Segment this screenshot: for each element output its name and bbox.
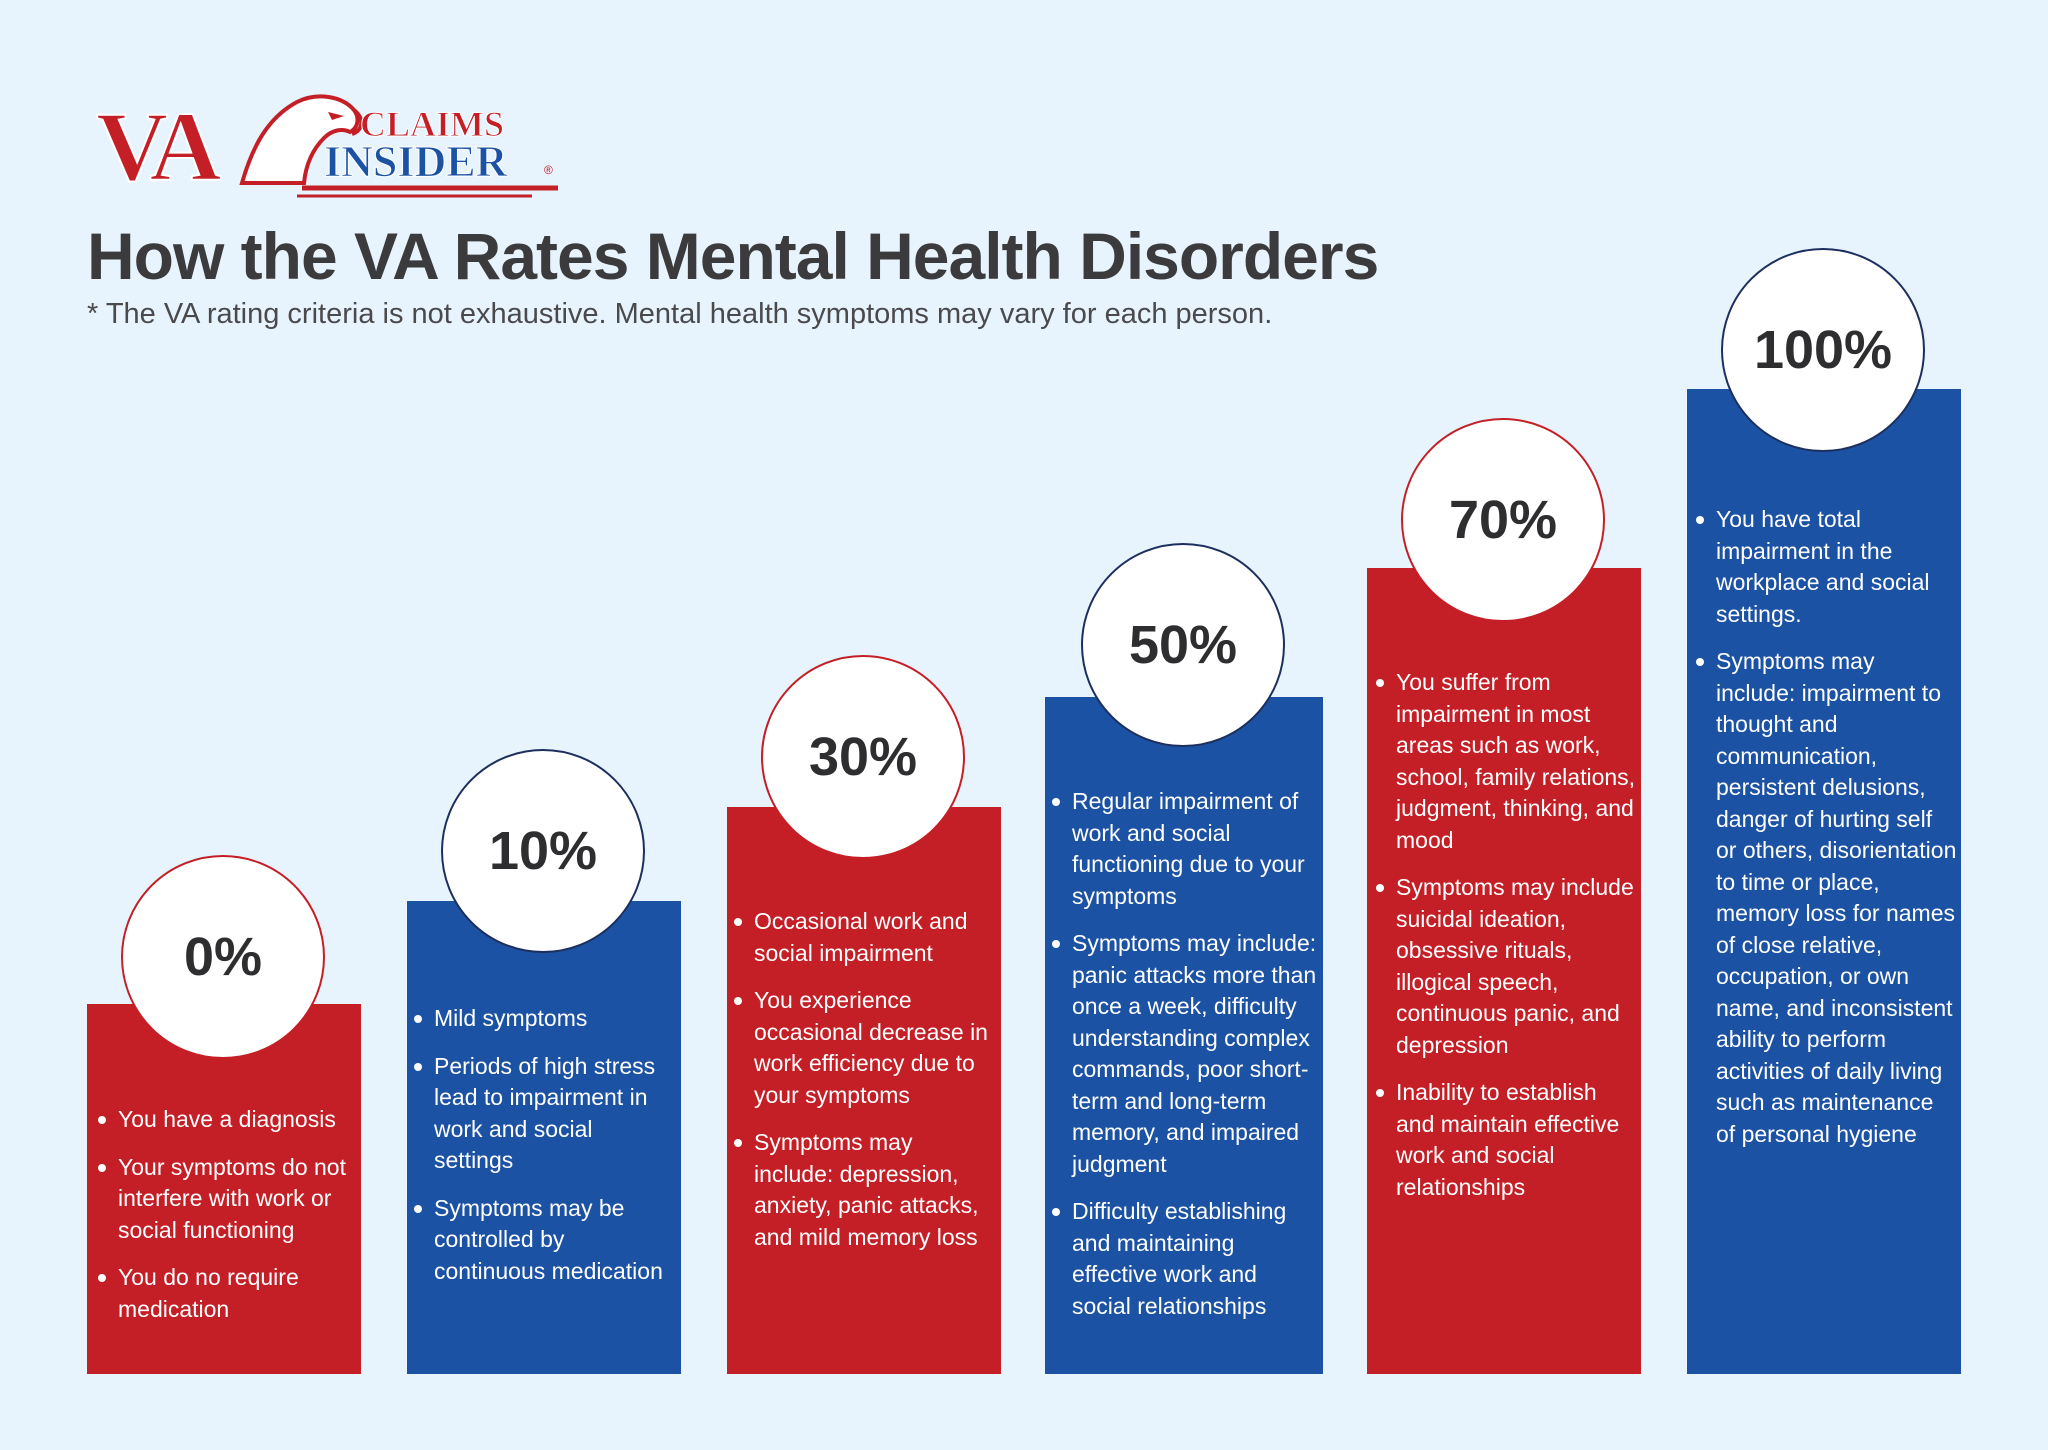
criteria-item: Symptoms may be controlled by continuous…	[414, 1193, 678, 1288]
criteria-item: You do no require medication	[98, 1262, 356, 1325]
va-claims-insider-logo: VA CLAIMS INSIDER ®	[92, 88, 562, 203]
rating-column-100	[1687, 389, 1961, 1374]
rating-badge-100: 100%	[1721, 248, 1925, 452]
criteria-item: Periods of high stress lead to impairmen…	[414, 1051, 678, 1177]
rating-column-10	[407, 901, 681, 1374]
criteria-item: Symptoms may include: impairment to thou…	[1696, 646, 1958, 1150]
logo-va-text: VA	[96, 91, 221, 198]
criteria-item: You experience occasional decrease in wo…	[734, 985, 998, 1111]
criteria-item: Inability to establish and maintain effe…	[1376, 1077, 1638, 1203]
rating-column-70	[1367, 568, 1641, 1374]
page-subtitle: * The VA rating criteria is not exhausti…	[87, 298, 1273, 330]
criteria-item: Occasional work and social impairment	[734, 906, 998, 969]
page-title: How the VA Rates Mental Health Disorders	[87, 219, 1379, 293]
rating-criteria-list-70: You suffer from impairment in most areas…	[1376, 667, 1638, 1219]
rating-criteria-list-0: You have a diagnosis Your symptoms do no…	[98, 1104, 356, 1341]
rating-column-0	[87, 1004, 361, 1374]
criteria-item: Mild symptoms	[414, 1003, 678, 1035]
rating-badge-70: 70%	[1401, 418, 1605, 622]
rating-criteria-list-10: Mild symptoms Periods of high stress lea…	[414, 1003, 678, 1303]
rating-criteria-list-30: Occasional work and social impairment Yo…	[734, 906, 998, 1269]
rating-column-50	[1045, 697, 1323, 1374]
logo-registered-mark: ®	[544, 163, 553, 177]
criteria-item: You suffer from impairment in most areas…	[1376, 667, 1638, 856]
rating-column-30	[727, 807, 1001, 1374]
criteria-item: Difficulty establishing and maintaining …	[1052, 1196, 1322, 1322]
criteria-item: You have total impairment in the workpla…	[1696, 504, 1958, 630]
rating-badge-0: 0%	[121, 855, 325, 1059]
rating-criteria-list-50: Regular impairment of work and social fu…	[1052, 786, 1322, 1338]
criteria-item: Symptoms may include suicidal ideation, …	[1376, 872, 1638, 1061]
rating-badge-30: 30%	[761, 655, 965, 859]
criteria-item: You have a diagnosis	[98, 1104, 356, 1136]
eagle-head-icon	[239, 94, 364, 185]
criteria-item: Symptoms may include: depression, anxiet…	[734, 1127, 998, 1253]
criteria-item: Your symptoms do not interfere with work…	[98, 1152, 356, 1247]
rating-badge-10: 10%	[441, 749, 645, 953]
criteria-item: Regular impairment of work and social fu…	[1052, 786, 1322, 912]
criteria-item: Symptoms may include: panic attacks more…	[1052, 928, 1322, 1180]
logo-insider-text: INSIDER	[324, 137, 509, 186]
rating-criteria-list-100: You have total impairment in the workpla…	[1696, 504, 1958, 1166]
rating-badge-50: 50%	[1081, 543, 1285, 747]
logo-claims-text: CLAIMS	[360, 104, 504, 144]
